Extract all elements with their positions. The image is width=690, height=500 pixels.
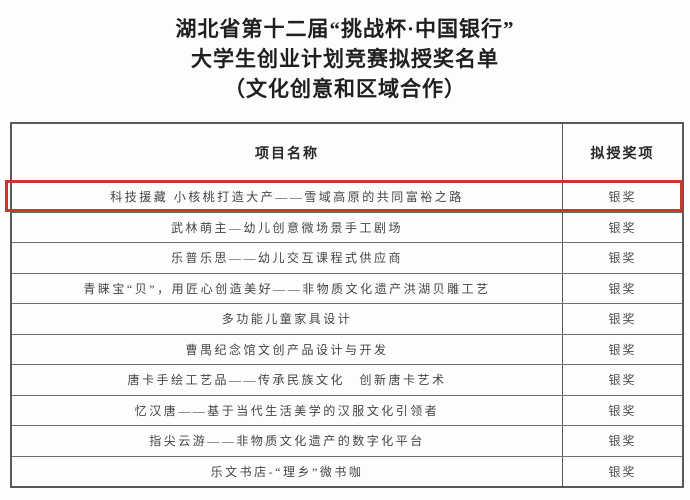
award-value: 银奖 — [608, 342, 637, 357]
award-value: 银奖 — [608, 434, 637, 449]
award-value: 银奖 — [608, 281, 637, 296]
award-value: 银奖 — [608, 251, 637, 266]
title-line-3: （文化创意和区域合作） — [224, 77, 466, 101]
column-header-project-name: 项目名称 — [12, 124, 563, 181]
table-row-4: 青睐宝“贝”，用匠心创造美好——非物质文化遗产洪湖贝雕工艺 银奖 — [12, 272, 682, 303]
table-row-3: 乐普乐思——幼儿交互课程式供应商 银奖 — [12, 242, 682, 273]
title-line-1: 湖北省第十二届“挑战杯·中国银行” — [175, 17, 515, 41]
award-value: 银奖 — [608, 373, 637, 388]
table-row-8: 忆汉唐——基于当代生活美学的汉服文化引领者 银奖 — [12, 394, 682, 425]
column-header-award: 拟授奖项 — [590, 146, 655, 162]
table-row-5: 多功能儿童家具设计 银奖 — [12, 303, 682, 334]
project-name: 多功能儿童家具设计 — [12, 304, 563, 334]
award-table: 项目名称 拟授奖项 科技援藏 小核桃打造大产——雪域高原的共同富裕之路 银奖 武… — [10, 122, 684, 488]
project-name: 曹禺纪念馆文创产品设计与开发 — [12, 334, 563, 364]
project-name: 忆汉唐——基于当代生活美学的汉服文化引领者 — [12, 395, 563, 425]
project-name: 科技援藏 小核桃打造大产——雪域高原的共同富裕之路 — [12, 182, 563, 212]
award-value: 银奖 — [608, 220, 637, 235]
project-name: 武林萌主—幼儿创意微场景手工剧场 — [12, 212, 563, 242]
award-value: 银奖 — [608, 312, 637, 327]
award-value: 银奖 — [608, 403, 637, 418]
table-row-10: 乐文书店-“理乡”微书咖 银奖 — [12, 455, 682, 486]
award-value: 银奖 — [608, 190, 637, 205]
project-name: 指尖云游——非物质文化遗产的数字化平台 — [12, 426, 563, 456]
project-name: 青睐宝“贝”，用匠心创造美好——非物质文化遗产洪湖贝雕工艺 — [12, 273, 563, 303]
table-row-7: 唐卡手绘工艺品——传承民族文化 创新唐卡艺术 银奖 — [12, 364, 682, 395]
project-name: 唐卡手绘工艺品——传承民族文化 创新唐卡艺术 — [12, 365, 563, 395]
table-row-9: 指尖云游——非物质文化遗产的数字化平台 银奖 — [12, 425, 682, 456]
table-row-1-highlighted: 科技援藏 小核桃打造大产——雪域高原的共同富裕之路 银奖 — [12, 181, 682, 212]
project-name: 乐文书店-“理乡”微书咖 — [12, 456, 563, 486]
table-header-row: 项目名称 拟授奖项 — [12, 124, 682, 181]
table-row-6: 曹禺纪念馆文创产品设计与开发 银奖 — [12, 333, 682, 364]
award-value: 银奖 — [608, 464, 637, 479]
document-title: 湖北省第十二届“挑战杯·中国银行” 大学生创业计划竞赛拟授奖名单 （文化创意和区… — [0, 14, 690, 104]
table-row-2: 武林萌主—幼儿创意微场景手工剧场 银奖 — [12, 211, 682, 242]
title-line-2: 大学生创业计划竞赛拟授奖名单 — [191, 47, 499, 71]
project-name: 乐普乐思——幼儿交互课程式供应商 — [12, 243, 563, 273]
